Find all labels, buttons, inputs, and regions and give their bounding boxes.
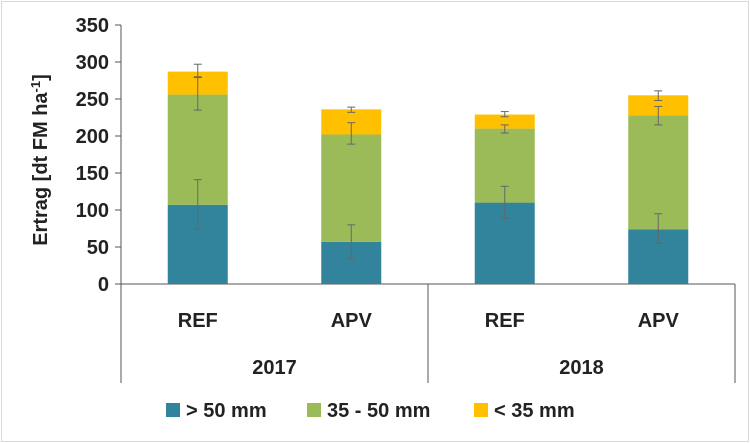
y-tick-label: 350: [76, 15, 109, 37]
y-tick-label: 150: [76, 163, 109, 185]
bar-segment-2: [628, 115, 689, 230]
y-tick-label: 50: [87, 237, 109, 259]
category-label: REF: [485, 310, 525, 332]
y-tick-label: 200: [76, 126, 109, 148]
y-axis-label-exponent: -1: [28, 81, 43, 93]
x-tick-labels: REF APV REF APV 2017 2018: [178, 310, 680, 379]
error-bars: [193, 63, 663, 260]
category-label: APV: [638, 310, 680, 332]
bar-segment-2: [321, 134, 382, 242]
y-tick-label: 300: [76, 52, 109, 74]
legend-swatch: [474, 403, 488, 417]
legend-label: > 50 mm: [186, 400, 267, 422]
group-label: 2017: [252, 357, 297, 379]
y-axis-label-end: ]: [30, 74, 52, 81]
legend-label: < 35 mm: [494, 400, 575, 422]
bars: [167, 71, 689, 284]
y-tick-label: 250: [76, 89, 109, 111]
category-label: REF: [178, 310, 218, 332]
bar-segment-3: [628, 95, 689, 116]
y-tick-labels: 0 50 100 150 200 250 300 350: [76, 15, 109, 296]
category-label: APV: [331, 310, 373, 332]
group-label: 2018: [559, 357, 604, 379]
y-tick-label: 100: [76, 200, 109, 222]
legend-label: 35 - 50 mm: [327, 400, 430, 422]
y-axis-label-main: Ertrag [dt FM ha: [30, 92, 52, 246]
bar-segment-3: [474, 114, 535, 129]
legend-swatch: [166, 403, 180, 417]
legend: > 50 mm 35 - 50 mm < 35 mm: [166, 400, 575, 422]
legend-swatch: [307, 403, 321, 417]
y-axis-label: Ertrag [dt FM ha-1]: [28, 74, 52, 246]
y-tick-label: 0: [98, 274, 109, 296]
